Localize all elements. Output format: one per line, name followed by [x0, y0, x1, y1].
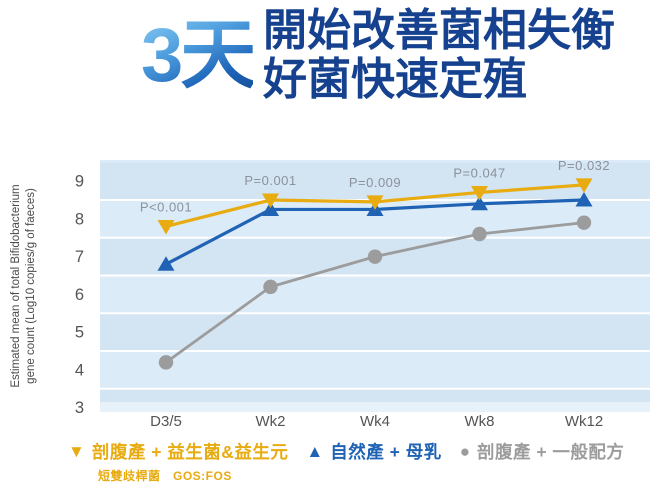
plot-band — [100, 275, 650, 314]
data-point-triangle-down — [471, 185, 488, 201]
y-tick-label: 7 — [75, 248, 84, 266]
y-tick-label: 3 — [75, 399, 84, 417]
plot-band — [100, 160, 650, 163]
data-point-circle — [158, 355, 174, 370]
legend-item-standard-formula: ● 剖腹產 + 一般配方 — [460, 440, 625, 464]
x-tick-label: Wk12 — [565, 413, 603, 430]
days-badge: 3天 — [141, 13, 256, 98]
data-point-triangle-down — [157, 219, 175, 235]
page-title: 開始改善菌相失衡 好菌快速定殖 — [263, 6, 615, 104]
title-line-1: 開始改善菌相失衡 — [263, 6, 615, 55]
x-tick-label: Wk8 — [465, 413, 495, 430]
legend-label: 剖腹產 + 一般配方 — [476, 442, 625, 462]
y-tick-label: 6 — [75, 286, 84, 304]
p-value-label: P=0.009 — [349, 175, 401, 190]
data-point-triangle-up — [471, 195, 488, 211]
plot-band — [100, 351, 650, 389]
data-point-triangle-up — [262, 201, 279, 216]
data-point-circle — [367, 249, 383, 264]
plot-band — [100, 162, 650, 201]
x-tick-label: Wk2 — [256, 413, 286, 430]
x-tick-label: Wk4 — [360, 413, 390, 430]
data-point-circle — [472, 226, 487, 242]
data-point-triangle-down — [366, 195, 384, 210]
data-point-circle — [263, 279, 278, 295]
p-value-label: P=0.001 — [244, 173, 296, 188]
plot-band — [100, 388, 650, 402]
data-point-triangle-up — [157, 256, 175, 271]
y-tick-label: 5 — [75, 324, 84, 342]
data-point-triangle-down — [262, 193, 279, 209]
legend-item-synbiotic: ▼ 剖腹產 + 益生菌&益生元 短雙歧桿菌 GOS:FOS — [68, 440, 288, 484]
p-value-label: P=0.047 — [453, 165, 505, 180]
data-point-triangle-down — [575, 178, 593, 193]
data-point-circle — [576, 215, 592, 230]
legend-label: 剖腹產 + 益生菌&益生元 — [91, 442, 289, 462]
y-tick-label: 8 — [75, 210, 84, 228]
legend-sublabel: 短雙歧桿菌 GOS:FOS — [98, 469, 232, 483]
data-point-triangle-up — [575, 192, 593, 207]
legend-label: 自然產 + 母乳 — [330, 442, 442, 462]
plot-band — [100, 313, 650, 352]
legend-item-vaginal-breastmilk: ▲ 自然產 + 母乳 — [306, 440, 441, 464]
circle-icon: ● — [459, 442, 470, 461]
plot-band-footer — [100, 402, 650, 412]
x-tick-label: D3/5 — [150, 413, 182, 430]
triangle-up-icon: ▲ — [306, 442, 324, 461]
triangle-down-icon: ▼ — [68, 442, 85, 461]
p-value-label: P=0.032 — [558, 158, 610, 173]
p-value-label: P<0.001 — [140, 199, 192, 214]
chart-legend: ▼ 剖腹產 + 益生菌&益生元 短雙歧桿菌 GOS:FOS ▲ 自然產 + 母乳… — [68, 440, 650, 484]
y-tick-label: 4 — [75, 361, 84, 379]
title-line-2: 好菌快速定殖 — [263, 55, 527, 104]
y-tick-label: 9 — [75, 173, 84, 191]
